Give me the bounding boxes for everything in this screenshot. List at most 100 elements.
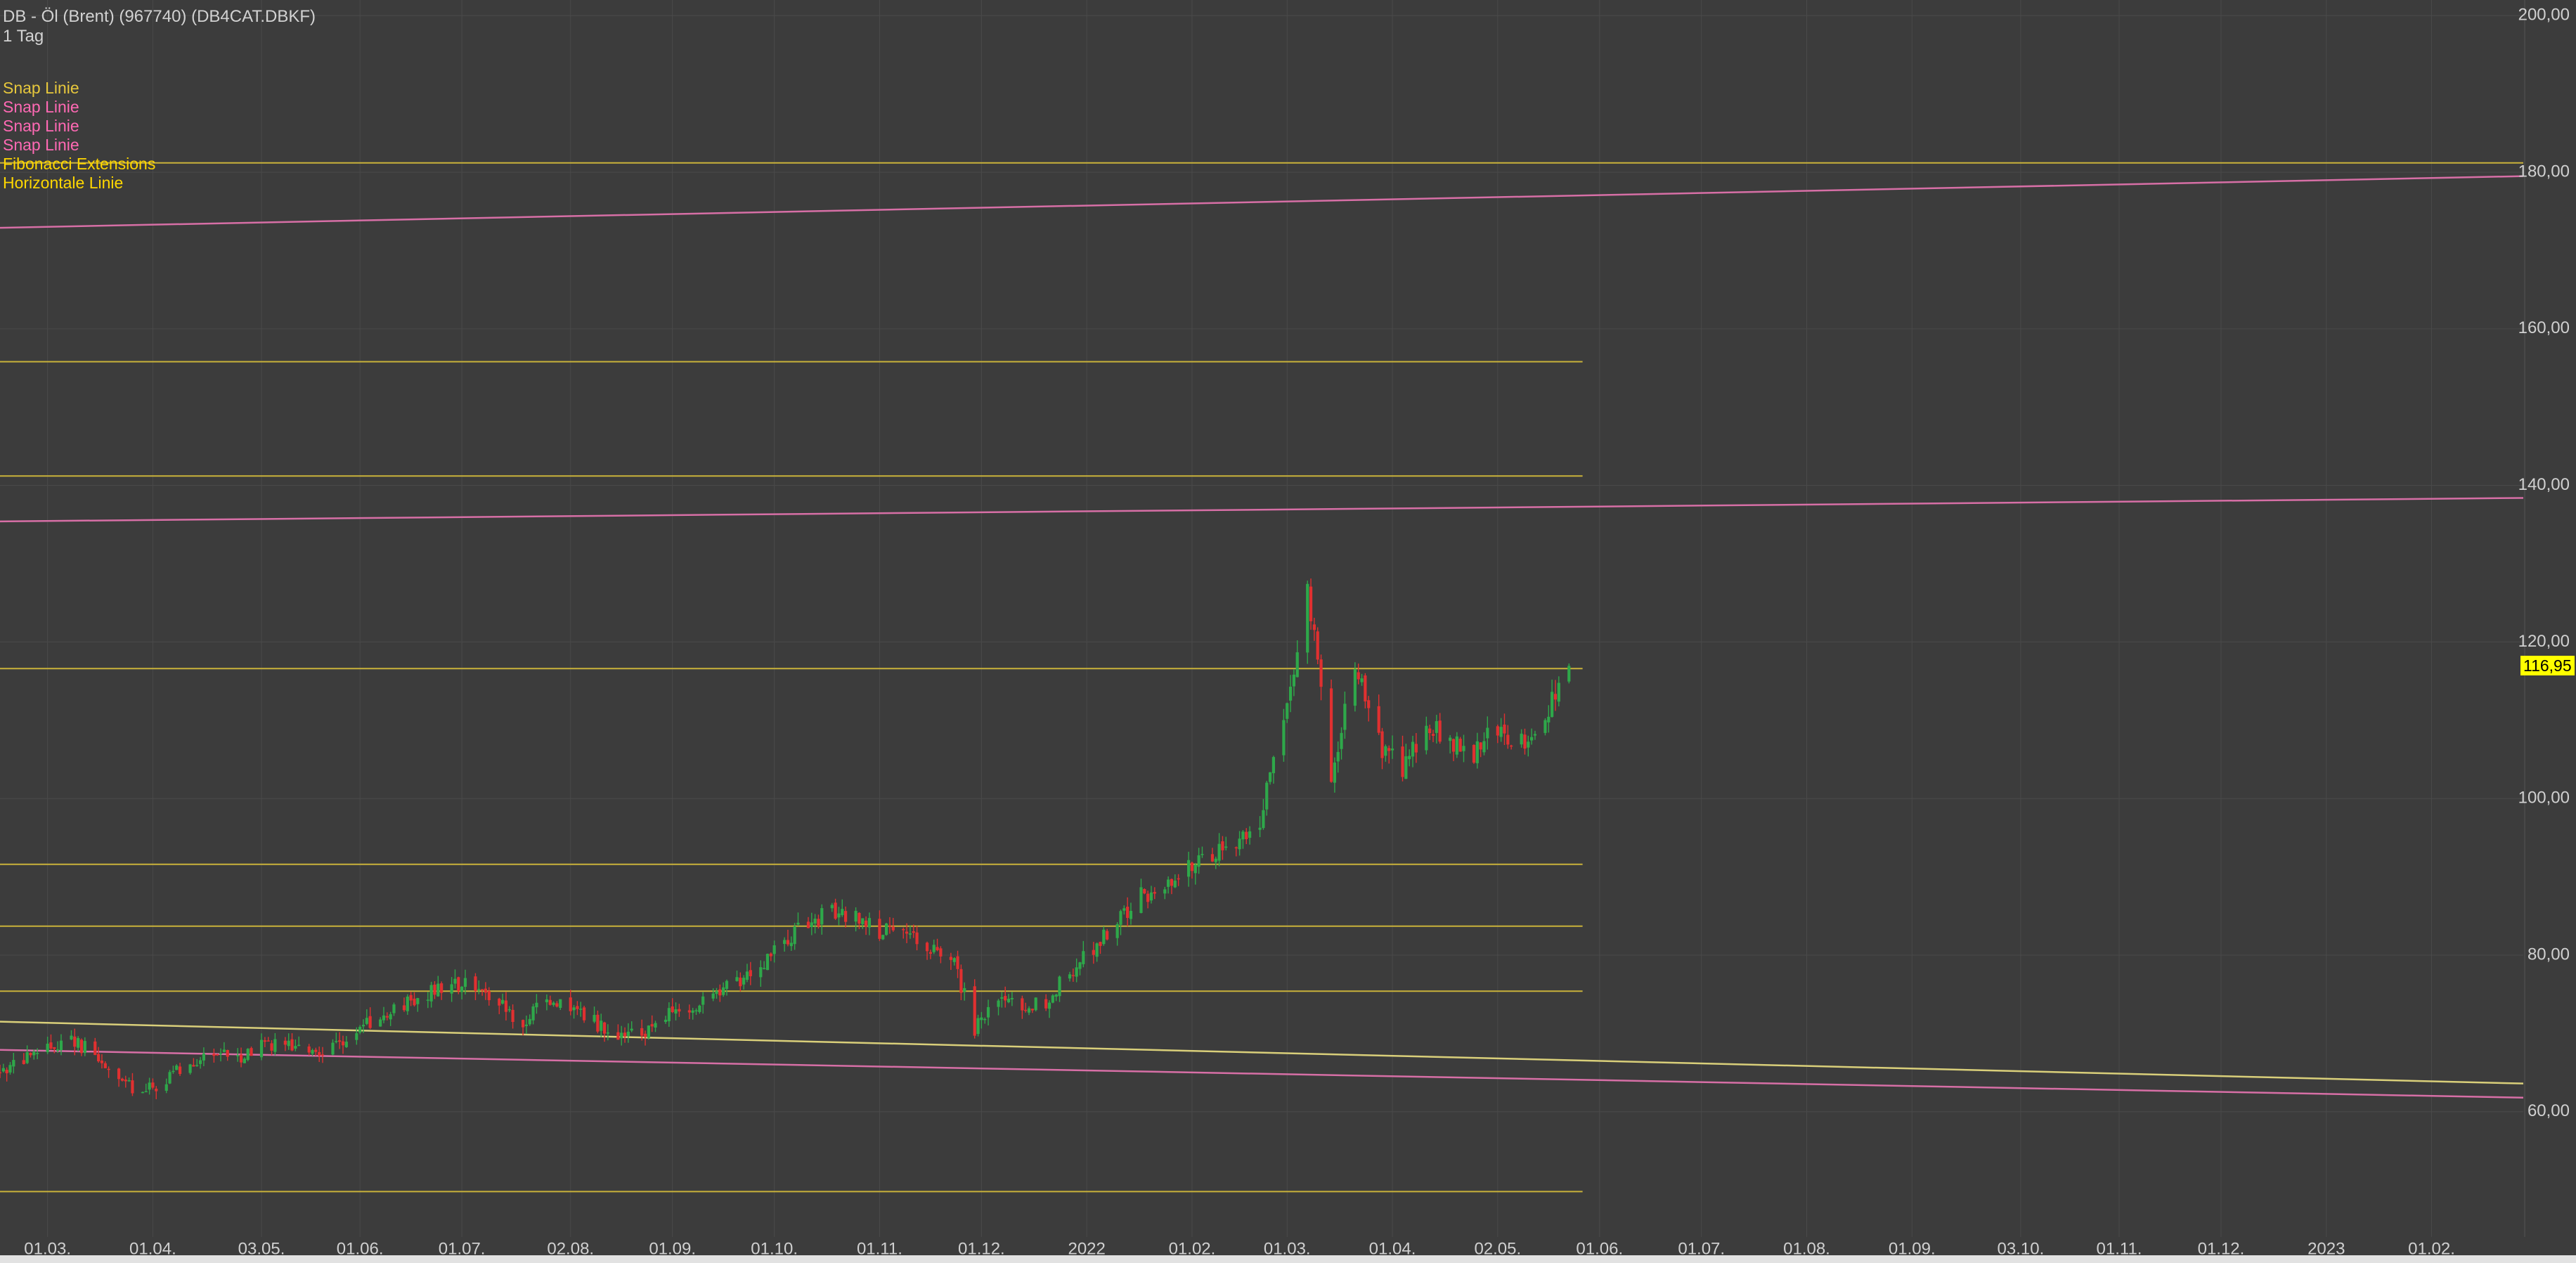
candle-body [1455,736,1458,755]
candle-body [1010,997,1014,999]
candle-body [331,1042,335,1055]
candle-body [1082,951,1085,964]
candle-body [1527,741,1530,748]
candle-body [460,986,464,992]
candle-body [521,1020,525,1028]
candle-body [1115,924,1119,938]
legend-item-snap-line-1[interactable]: Snap Linie [3,79,79,97]
candle-body [698,1005,701,1012]
candle-body [1146,893,1150,902]
candle-body [864,920,868,927]
candle-body [365,1018,368,1024]
candle-body [297,1044,301,1047]
candle-body [25,1052,29,1063]
candle-body [1353,669,1357,706]
candle-body [22,1060,25,1065]
candle-body [976,1018,980,1035]
candle-body [307,1046,311,1053]
candle-body [715,991,718,995]
candle-body [640,1028,644,1036]
candle-body [1506,734,1510,745]
legend-item-snap-line-2[interactable]: Snap Linie [3,98,79,116]
x-tick-label: 01.11. [857,1239,902,1258]
candle-body [212,1054,216,1056]
candle-body [70,1035,73,1039]
candle-body [1360,678,1364,682]
candle-body [1044,999,1048,1009]
candle-body [1200,853,1204,855]
snap-trend-line [0,175,2524,229]
candle-body [524,1024,529,1026]
candle-body [1265,782,1269,810]
candle-body [928,952,933,954]
candle-body [144,1091,148,1093]
y-tick-label: 80,00 [2528,945,2570,964]
candle-body [155,1088,158,1092]
candle-body [1051,995,1054,1003]
x-tick-label: 2022 [1068,1239,1105,1258]
legend-item-fibonacci-extensions[interactable]: Fibonacci Extensions [3,155,156,173]
candle-body [124,1079,127,1082]
candle-body [1309,586,1313,621]
candle-body [32,1051,36,1056]
candle-body [671,1006,674,1013]
candle-body [1282,720,1286,756]
candle-body [582,1007,586,1021]
candle-body [392,1004,396,1013]
candle-body [1000,997,1004,999]
horizontal-scrollbar[interactable] [0,1255,2576,1263]
candle-body [409,995,413,1001]
candle-body [12,1060,15,1067]
candle-body [545,999,549,1003]
candle-body [501,999,505,1004]
legend-item-snap-line-4[interactable]: Snap Linie [3,136,79,154]
candle-body [912,931,915,933]
candle-body [783,940,787,944]
candle-body [528,1018,531,1025]
candle-body [1449,737,1452,741]
candle-body [1234,847,1238,849]
candle-body [1384,746,1387,756]
candle-body [1034,997,1037,1011]
x-tick-label: 01.11. [2097,1239,2142,1258]
candle-body [759,967,763,978]
candle-body [406,996,409,1011]
candle-body [246,1049,250,1061]
legend-item-horizontal-line[interactable]: Horizontale Linie [3,174,124,192]
candle-body [259,1039,264,1058]
candle-body [93,1041,97,1056]
candle-body [834,902,837,919]
candle-body [687,1010,691,1013]
candle-body [1102,929,1106,945]
candle-body [959,969,963,993]
x-tick-label: 2023 [2308,1239,2345,1258]
candle-body [429,985,433,1002]
candle-body [1425,725,1428,751]
legend-item-snap-line-3[interactable]: Snap Linie [3,117,79,135]
candle-body [980,1017,983,1021]
candle-body [857,912,861,924]
candle-body [79,1039,84,1054]
candle-body [1438,720,1442,742]
candle-body [49,1042,53,1049]
candle-body [498,998,501,1006]
candle-body [576,1006,579,1009]
candle-body [602,1022,607,1034]
candle-body [1414,744,1418,753]
candle-body [739,978,742,987]
y-axis: 60,00 80,00 100,00 120,00 140,00 160,00 180,00… [2518,6,2570,1120]
candle-body [53,1047,56,1049]
candle-body [626,1031,630,1036]
candle-body [5,1070,8,1074]
candle-body [1496,726,1499,736]
chart-header: DB - Öl (Brent) (967740) (DB4CAT.DBKF) 1… [3,7,316,46]
x-tick-label: 01.08. [1783,1239,1830,1258]
x-tick-label: 01.09. [1889,1239,1936,1258]
candle-body [1377,706,1380,733]
candle-body [1292,674,1296,687]
candle-body [504,1000,508,1012]
candle-body [413,998,416,1006]
candle-body [77,1037,80,1048]
